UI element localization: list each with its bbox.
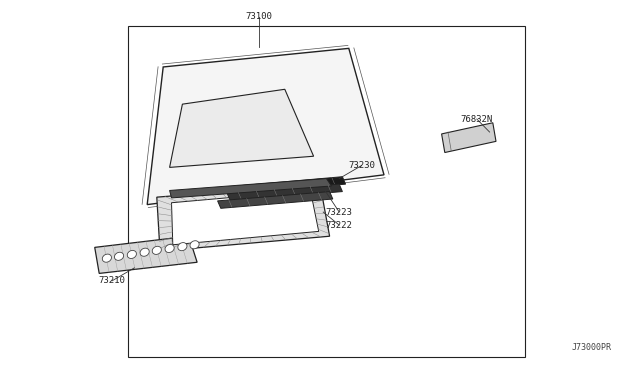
Polygon shape: [227, 184, 342, 201]
Text: 73210: 73210: [99, 276, 125, 285]
Ellipse shape: [102, 254, 111, 262]
Text: 73230: 73230: [348, 161, 375, 170]
Text: J73000PR: J73000PR: [571, 343, 611, 352]
Polygon shape: [157, 184, 330, 251]
Text: 76832N: 76832N: [461, 115, 493, 124]
Ellipse shape: [127, 250, 136, 259]
Polygon shape: [172, 190, 319, 245]
Ellipse shape: [190, 241, 199, 249]
Text: 73222: 73222: [326, 221, 353, 230]
Polygon shape: [237, 177, 346, 193]
Polygon shape: [147, 48, 384, 205]
Polygon shape: [442, 123, 496, 153]
Ellipse shape: [165, 244, 174, 253]
Ellipse shape: [178, 243, 187, 251]
Ellipse shape: [140, 248, 149, 256]
Polygon shape: [218, 192, 333, 208]
Bar: [128, 26, 525, 357]
Text: 73223: 73223: [326, 208, 353, 217]
Ellipse shape: [115, 252, 124, 260]
Ellipse shape: [152, 246, 161, 254]
Polygon shape: [170, 89, 314, 167]
Polygon shape: [95, 236, 197, 273]
Polygon shape: [170, 179, 332, 198]
Text: 73100: 73100: [246, 12, 273, 21]
